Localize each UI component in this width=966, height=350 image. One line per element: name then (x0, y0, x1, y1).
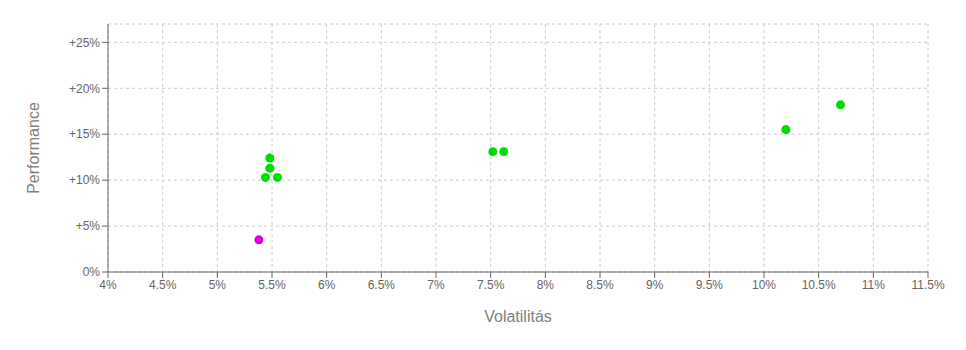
svg-text:11%: 11% (862, 278, 885, 292)
svg-text:+20%: +20% (69, 82, 100, 96)
svg-text:10%: 10% (752, 278, 776, 292)
svg-text:+25%: +25% (69, 36, 100, 50)
svg-text:11.5%: 11.5% (911, 278, 944, 292)
svg-text:Volatilitás: Volatilitás (484, 308, 552, 325)
svg-text:+10%: +10% (69, 173, 100, 187)
svg-text:5.5%: 5.5% (258, 278, 286, 292)
svg-text:8%: 8% (537, 278, 555, 292)
svg-text:6.5%: 6.5% (368, 278, 396, 292)
svg-text:4%: 4% (99, 278, 117, 292)
svg-text:7.5%: 7.5% (477, 278, 505, 292)
svg-text:8.5%: 8.5% (586, 278, 614, 292)
svg-text:4.5%: 4.5% (149, 278, 177, 292)
svg-text:+5%: +5% (76, 219, 101, 233)
svg-text:7%: 7% (427, 278, 445, 292)
svg-text:0%: 0% (83, 265, 101, 279)
svg-text:Performance: Performance (25, 102, 42, 194)
svg-text:9%: 9% (646, 278, 664, 292)
svg-text:9.5%: 9.5% (696, 278, 724, 292)
svg-text:5%: 5% (209, 278, 227, 292)
svg-text:6%: 6% (318, 278, 336, 292)
svg-text:10.5%: 10.5% (802, 278, 836, 292)
svg-text:+15%: +15% (69, 127, 100, 141)
